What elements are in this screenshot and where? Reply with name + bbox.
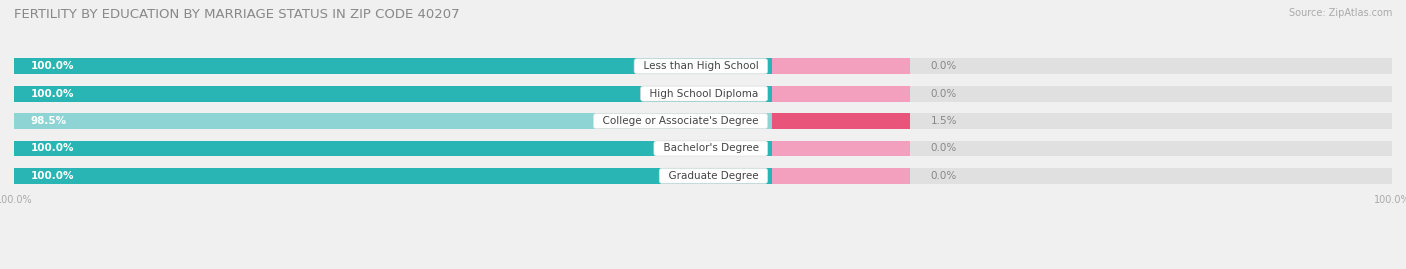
Text: 100.0%: 100.0% bbox=[31, 61, 75, 71]
Bar bbox=[14, 58, 1392, 74]
Bar bbox=[14, 86, 772, 102]
Bar bbox=[14, 113, 1392, 129]
Text: 100.0%: 100.0% bbox=[31, 89, 75, 99]
Bar bbox=[14, 58, 772, 74]
Bar bbox=[14, 86, 1392, 102]
Bar bbox=[772, 86, 910, 102]
Text: 0.0%: 0.0% bbox=[931, 61, 956, 71]
Text: 0.0%: 0.0% bbox=[931, 143, 956, 153]
Text: Less than High School: Less than High School bbox=[637, 61, 765, 71]
Text: College or Associate's Degree: College or Associate's Degree bbox=[596, 116, 765, 126]
Bar bbox=[14, 140, 772, 156]
Bar bbox=[14, 168, 772, 184]
Text: FERTILITY BY EDUCATION BY MARRIAGE STATUS IN ZIP CODE 40207: FERTILITY BY EDUCATION BY MARRIAGE STATU… bbox=[14, 8, 460, 21]
Bar bbox=[772, 140, 910, 156]
Bar bbox=[772, 168, 910, 184]
Text: 98.5%: 98.5% bbox=[31, 116, 66, 126]
Text: 0.0%: 0.0% bbox=[931, 171, 956, 181]
Bar bbox=[772, 58, 910, 74]
Text: Bachelor's Degree: Bachelor's Degree bbox=[657, 143, 765, 153]
Text: Graduate Degree: Graduate Degree bbox=[662, 171, 765, 181]
Text: 0.0%: 0.0% bbox=[931, 89, 956, 99]
Text: 100.0%: 100.0% bbox=[31, 171, 75, 181]
Text: 1.5%: 1.5% bbox=[931, 116, 957, 126]
Text: 100.0%: 100.0% bbox=[31, 143, 75, 153]
Text: High School Diploma: High School Diploma bbox=[644, 89, 765, 99]
Bar bbox=[14, 168, 1392, 184]
Bar bbox=[772, 113, 910, 129]
Bar bbox=[14, 140, 1392, 156]
Text: Source: ZipAtlas.com: Source: ZipAtlas.com bbox=[1288, 8, 1392, 18]
Bar bbox=[14, 113, 772, 129]
